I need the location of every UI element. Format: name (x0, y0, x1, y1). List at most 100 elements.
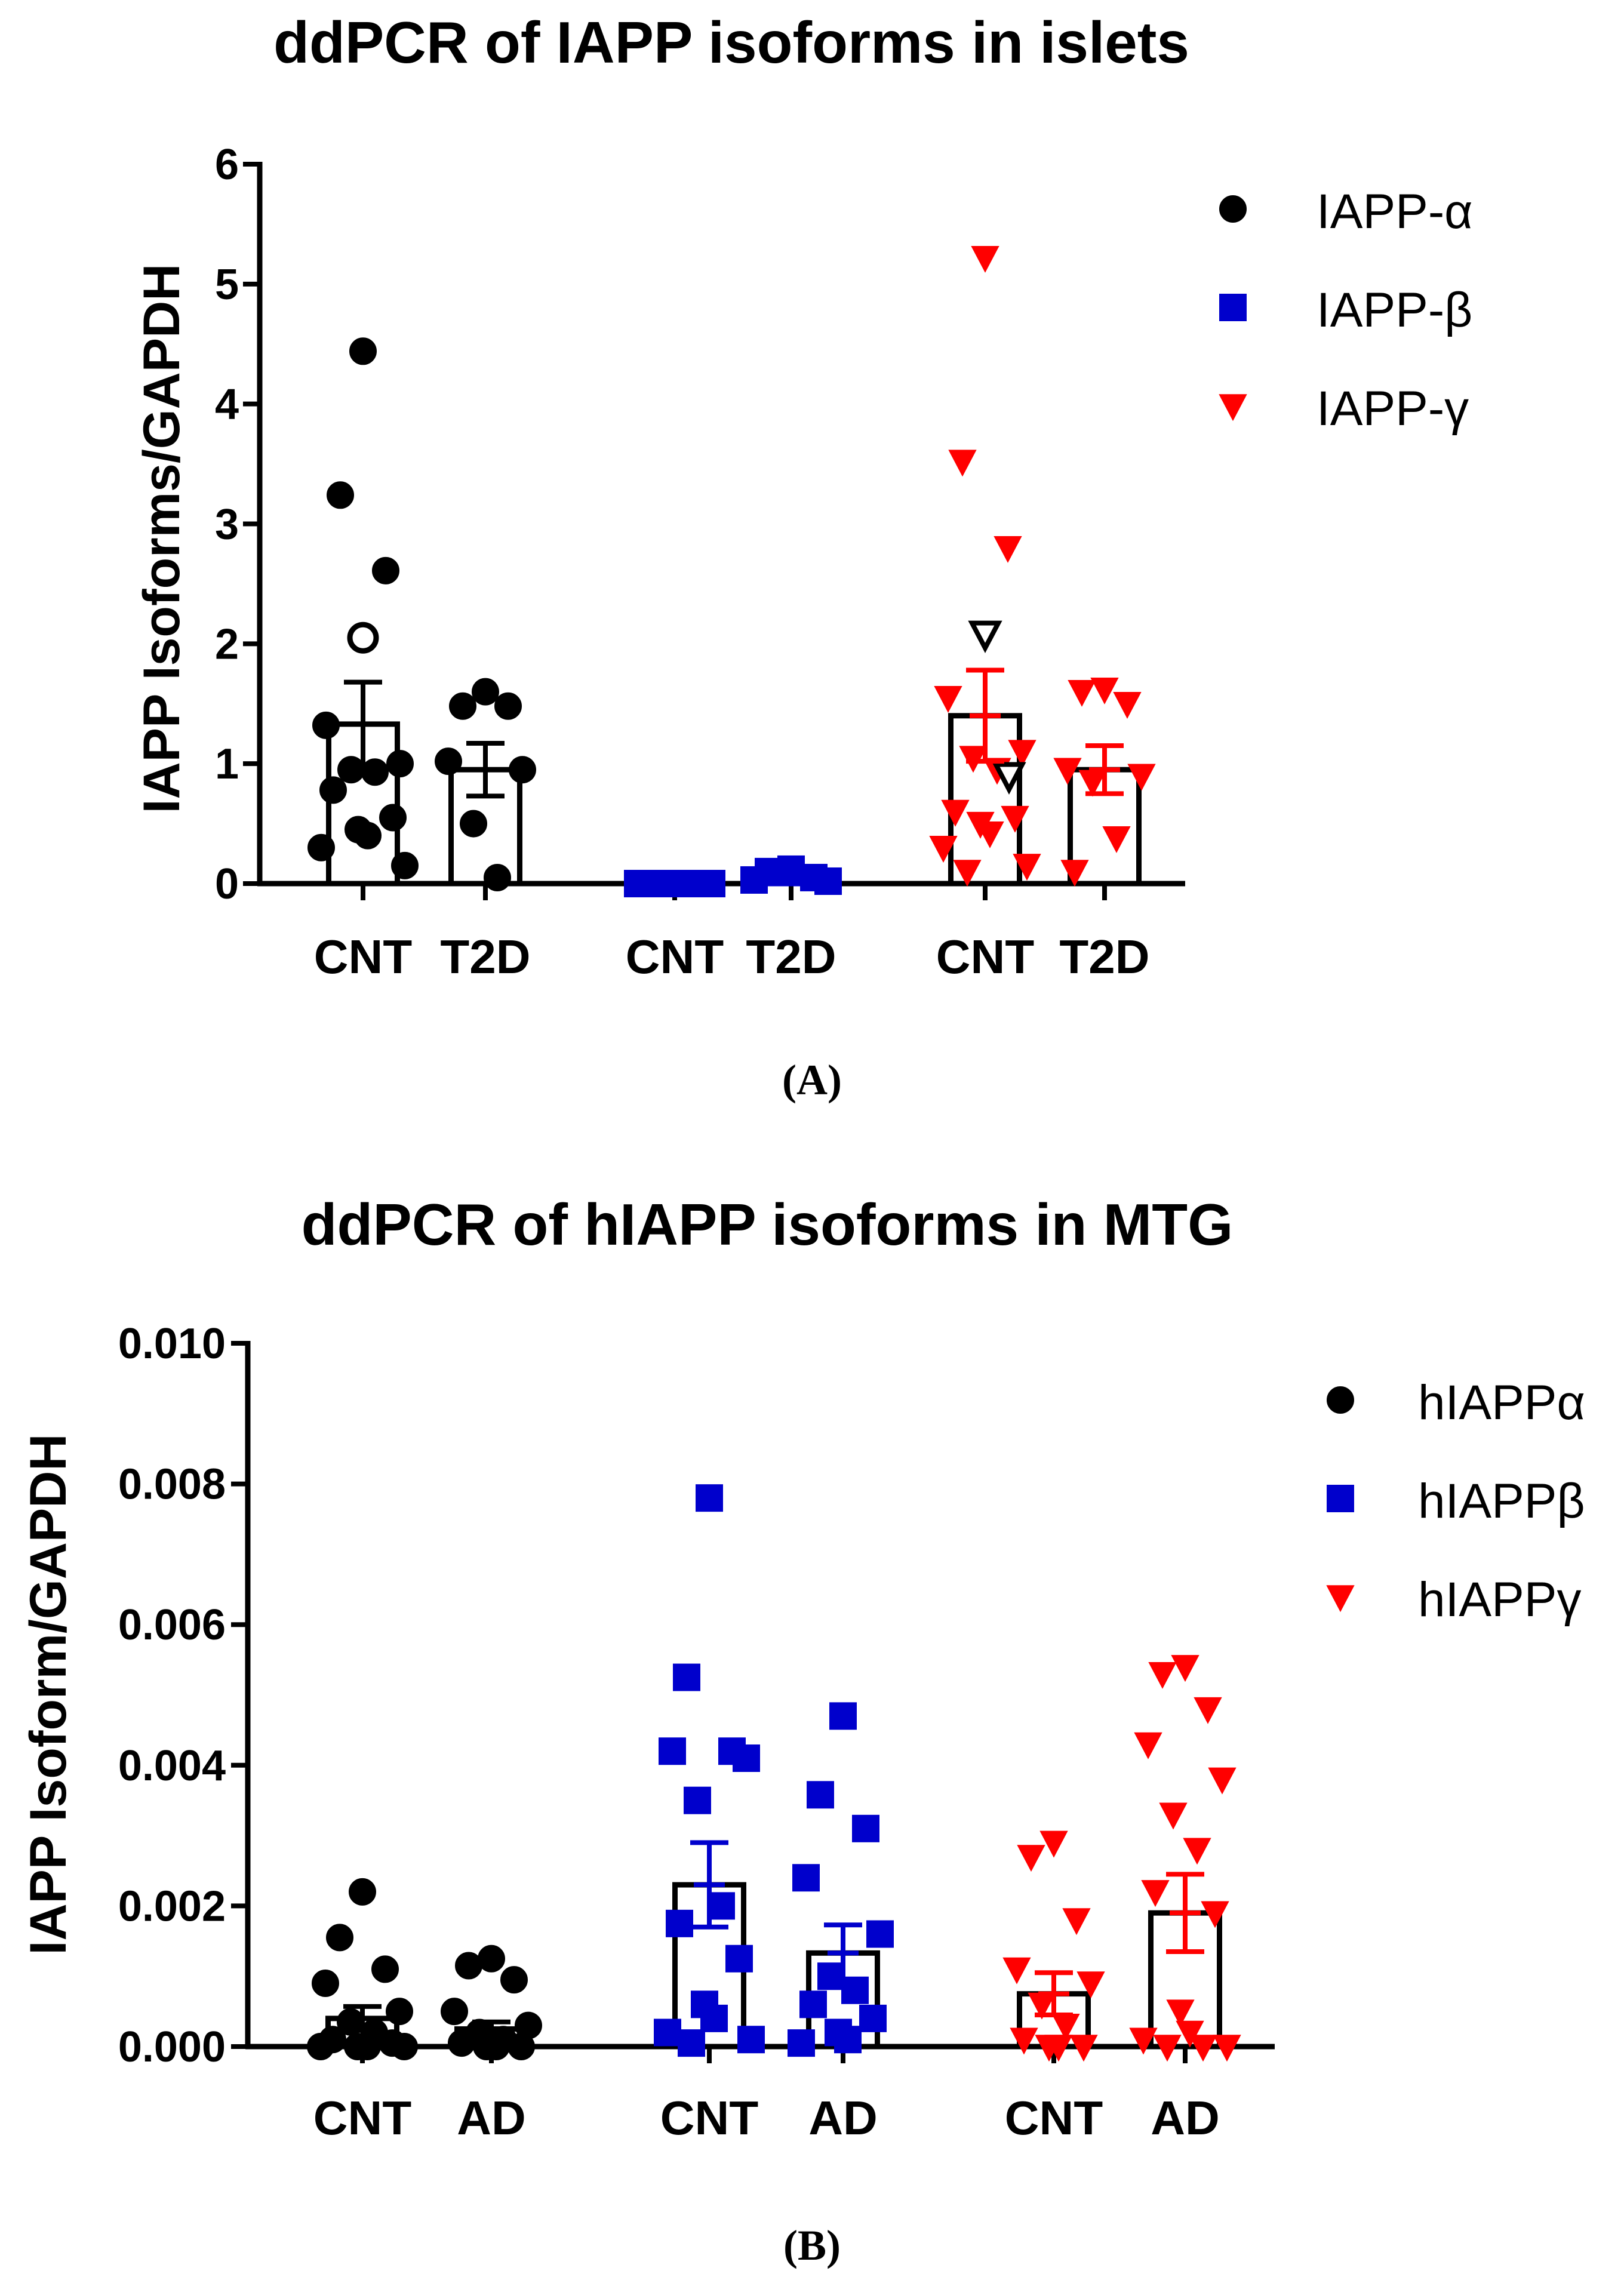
panel-a-data-point (740, 866, 768, 894)
panel-b-data-point (792, 1864, 820, 1892)
panel-a-data-point (1068, 679, 1096, 707)
panel-a-data-point (349, 337, 377, 365)
panel-a-data-point (929, 836, 958, 863)
panel-b-data-point (312, 1969, 339, 1997)
panel-b-y-tick-label: 0.006 (118, 1601, 226, 1649)
panel-b-data-point (371, 1955, 399, 1983)
panel-a-category-label: T2D (440, 930, 530, 983)
panel-a-data-point (698, 870, 725, 897)
panel-b-data-point (654, 2019, 681, 2047)
panel-a-category-label: T2D (1059, 930, 1149, 983)
panel-a-data-point (472, 678, 499, 706)
panel-a-y-tick-label: 6 (215, 141, 239, 189)
panel-b-data-point (326, 1924, 353, 1952)
panel-b-label: (B) (783, 2221, 841, 2269)
panel-b-data-point (1166, 1999, 1195, 2027)
panel-a-data-point (1102, 826, 1131, 853)
panel-b-data-point (1201, 1901, 1229, 1928)
panel-b-data-point (508, 2033, 535, 2060)
panel-b-data-point (696, 1484, 723, 1512)
panel-b-data-point (788, 2029, 815, 2057)
panel-b-data-point (1141, 1880, 1170, 1907)
panel-a-data-point (312, 711, 340, 739)
panel-a-data-point (484, 863, 511, 891)
panel-a-data-point (814, 867, 842, 895)
panel-b-y-tick-label: 0.002 (118, 1882, 226, 1930)
panel-a-data-point-open (347, 621, 379, 654)
panel-b-data-point (349, 1878, 376, 1906)
panel-b-data-point (386, 1998, 413, 2026)
panel-b-data-point (673, 1663, 700, 1691)
panel-b-legend-marker (1326, 1585, 1355, 1613)
panel-b-data-point (441, 1998, 468, 2026)
panel-b-category-label: AD (808, 2091, 878, 2144)
panel-b-data-point (500, 1966, 528, 1994)
panel-a-label: (A) (782, 1056, 842, 1104)
panel-a-data-point (391, 851, 419, 879)
panel-b-data-point (678, 2029, 705, 2057)
panel-b-data-point (1134, 1732, 1162, 1759)
panel-b-data-point (1213, 2035, 1241, 2062)
panel-b-category-label: CNT (313, 2091, 412, 2144)
panel-b-legend-label: hIAPPα (1418, 1376, 1585, 1430)
panel-a-category-label: T2D (746, 930, 836, 983)
panel-b-legend-label: hIAPPβ (1418, 1474, 1585, 1528)
panel-b-data-point (390, 2033, 418, 2060)
panel-a-data-point (361, 758, 389, 786)
panel-b-data-point (1129, 2027, 1158, 2055)
panel-a-y-tick-label: 2 (215, 620, 239, 668)
panel-a-data-point (941, 799, 970, 827)
panel-a-data-point (934, 686, 962, 713)
panel-b-data-point (1069, 2035, 1098, 2062)
panel-a-data-point (307, 833, 335, 861)
panel-b-y-tick-label: 0.008 (118, 1461, 226, 1509)
panel-b-data-point (1002, 1957, 1031, 1984)
panel-a-data-point (953, 860, 982, 887)
panel-a-data-point (1008, 740, 1036, 767)
panel-a-legend-label: IAPP-γ (1317, 381, 1469, 436)
panel-a-data-point (649, 870, 676, 897)
panel-b-data-point (448, 2029, 475, 2057)
panel-a-legend-marker (1219, 195, 1247, 223)
panel-b-data-point (1039, 1830, 1068, 1858)
panel-a-data-point (976, 821, 1004, 848)
panel-b-data-point (852, 1814, 879, 1842)
panel-b-data-point (1176, 2020, 1204, 2048)
panel-a-y-tick-label: 4 (215, 381, 239, 429)
panel-a-data-point (994, 536, 1022, 563)
panel-b-data-point (1159, 1802, 1188, 1830)
panel-b-data-point (725, 1944, 753, 1973)
panel-b-data-point (455, 1952, 482, 1980)
panel-b-y-tick-label: 0.010 (118, 1320, 226, 1368)
panel-b-data-point (829, 1702, 857, 1730)
panel-b-data-point (834, 2026, 862, 2054)
panel-a-data-point (948, 450, 977, 477)
panel-b-data-point (733, 1744, 760, 1773)
panel-b-data-point (700, 2004, 728, 2032)
panel-b-data-point (1153, 2035, 1182, 2062)
panel-a-y-tick-label: 0 (215, 860, 239, 908)
panel-b-data-point (1194, 1697, 1222, 1724)
panel-b-category-label: CNT (1005, 2091, 1103, 2144)
panel-a-data-point (1090, 677, 1119, 704)
panel-a-data-point (1001, 805, 1029, 833)
panel-b-data-point (817, 1962, 845, 1990)
panel-a-data-point (1053, 758, 1082, 785)
panel-b-category-label: CNT (660, 2091, 759, 2144)
panel-a-y-tick-label: 5 (215, 261, 239, 309)
panel-a-y-tick-label: 1 (215, 740, 239, 788)
panel-a-category-label: CNT (314, 930, 413, 983)
panel-b-data-point (1148, 1661, 1177, 1689)
panel-a-category-label: CNT (626, 930, 724, 983)
panel-a-data-point (1127, 764, 1156, 791)
panel-b-data-point (1062, 1908, 1091, 1936)
panel-b-data-point (1171, 1655, 1199, 1682)
panel-a-data-point (1013, 854, 1041, 881)
panel-a-y-axis-label: IAPP Isoforms/GAPDH (133, 264, 190, 814)
panel-a-data-point (327, 481, 354, 509)
panel-a-data-point (1113, 692, 1142, 719)
panel-a-legend-marker (1219, 394, 1247, 421)
panel-a-chart: 0 1 2 3 4 5 6 CNT T2D CNT T2D CNT T2D IAPP-α IAPP-β IAP… (215, 141, 1473, 983)
panel-a-data-point (435, 747, 462, 776)
